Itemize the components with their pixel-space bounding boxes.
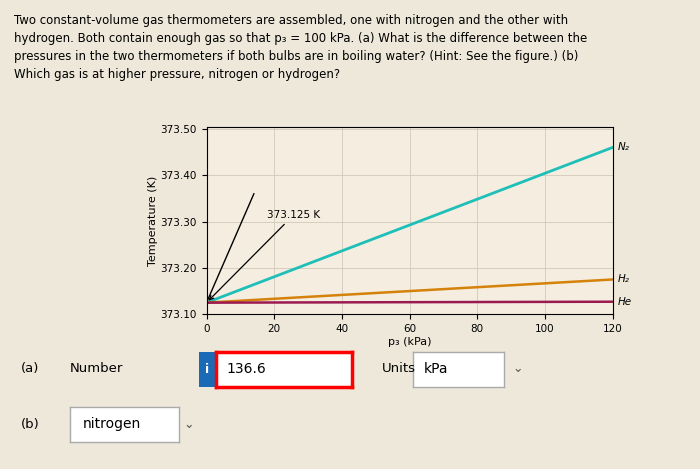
Text: Number: Number [70, 362, 123, 375]
Text: Two constant-volume gas thermometers are assembled, one with nitrogen and the ot: Two constant-volume gas thermometers are… [14, 14, 587, 81]
Text: ⌄: ⌄ [512, 362, 523, 375]
Text: i: i [205, 363, 209, 376]
Text: H₂: H₂ [617, 274, 629, 285]
X-axis label: p₃ (kPa): p₃ (kPa) [388, 337, 431, 347]
Y-axis label: Temperature (K): Temperature (K) [148, 175, 158, 265]
Text: 373.125 K: 373.125 K [209, 210, 321, 300]
Text: (a): (a) [21, 362, 39, 375]
Text: (b): (b) [21, 418, 40, 431]
Text: kPa: kPa [424, 363, 449, 376]
Text: Units: Units [382, 362, 416, 375]
Text: ⌄: ⌄ [183, 418, 194, 431]
Text: He: He [617, 297, 631, 307]
Text: 136.6: 136.6 [227, 363, 266, 376]
Text: N₂: N₂ [617, 143, 629, 152]
Text: nitrogen: nitrogen [83, 417, 141, 431]
